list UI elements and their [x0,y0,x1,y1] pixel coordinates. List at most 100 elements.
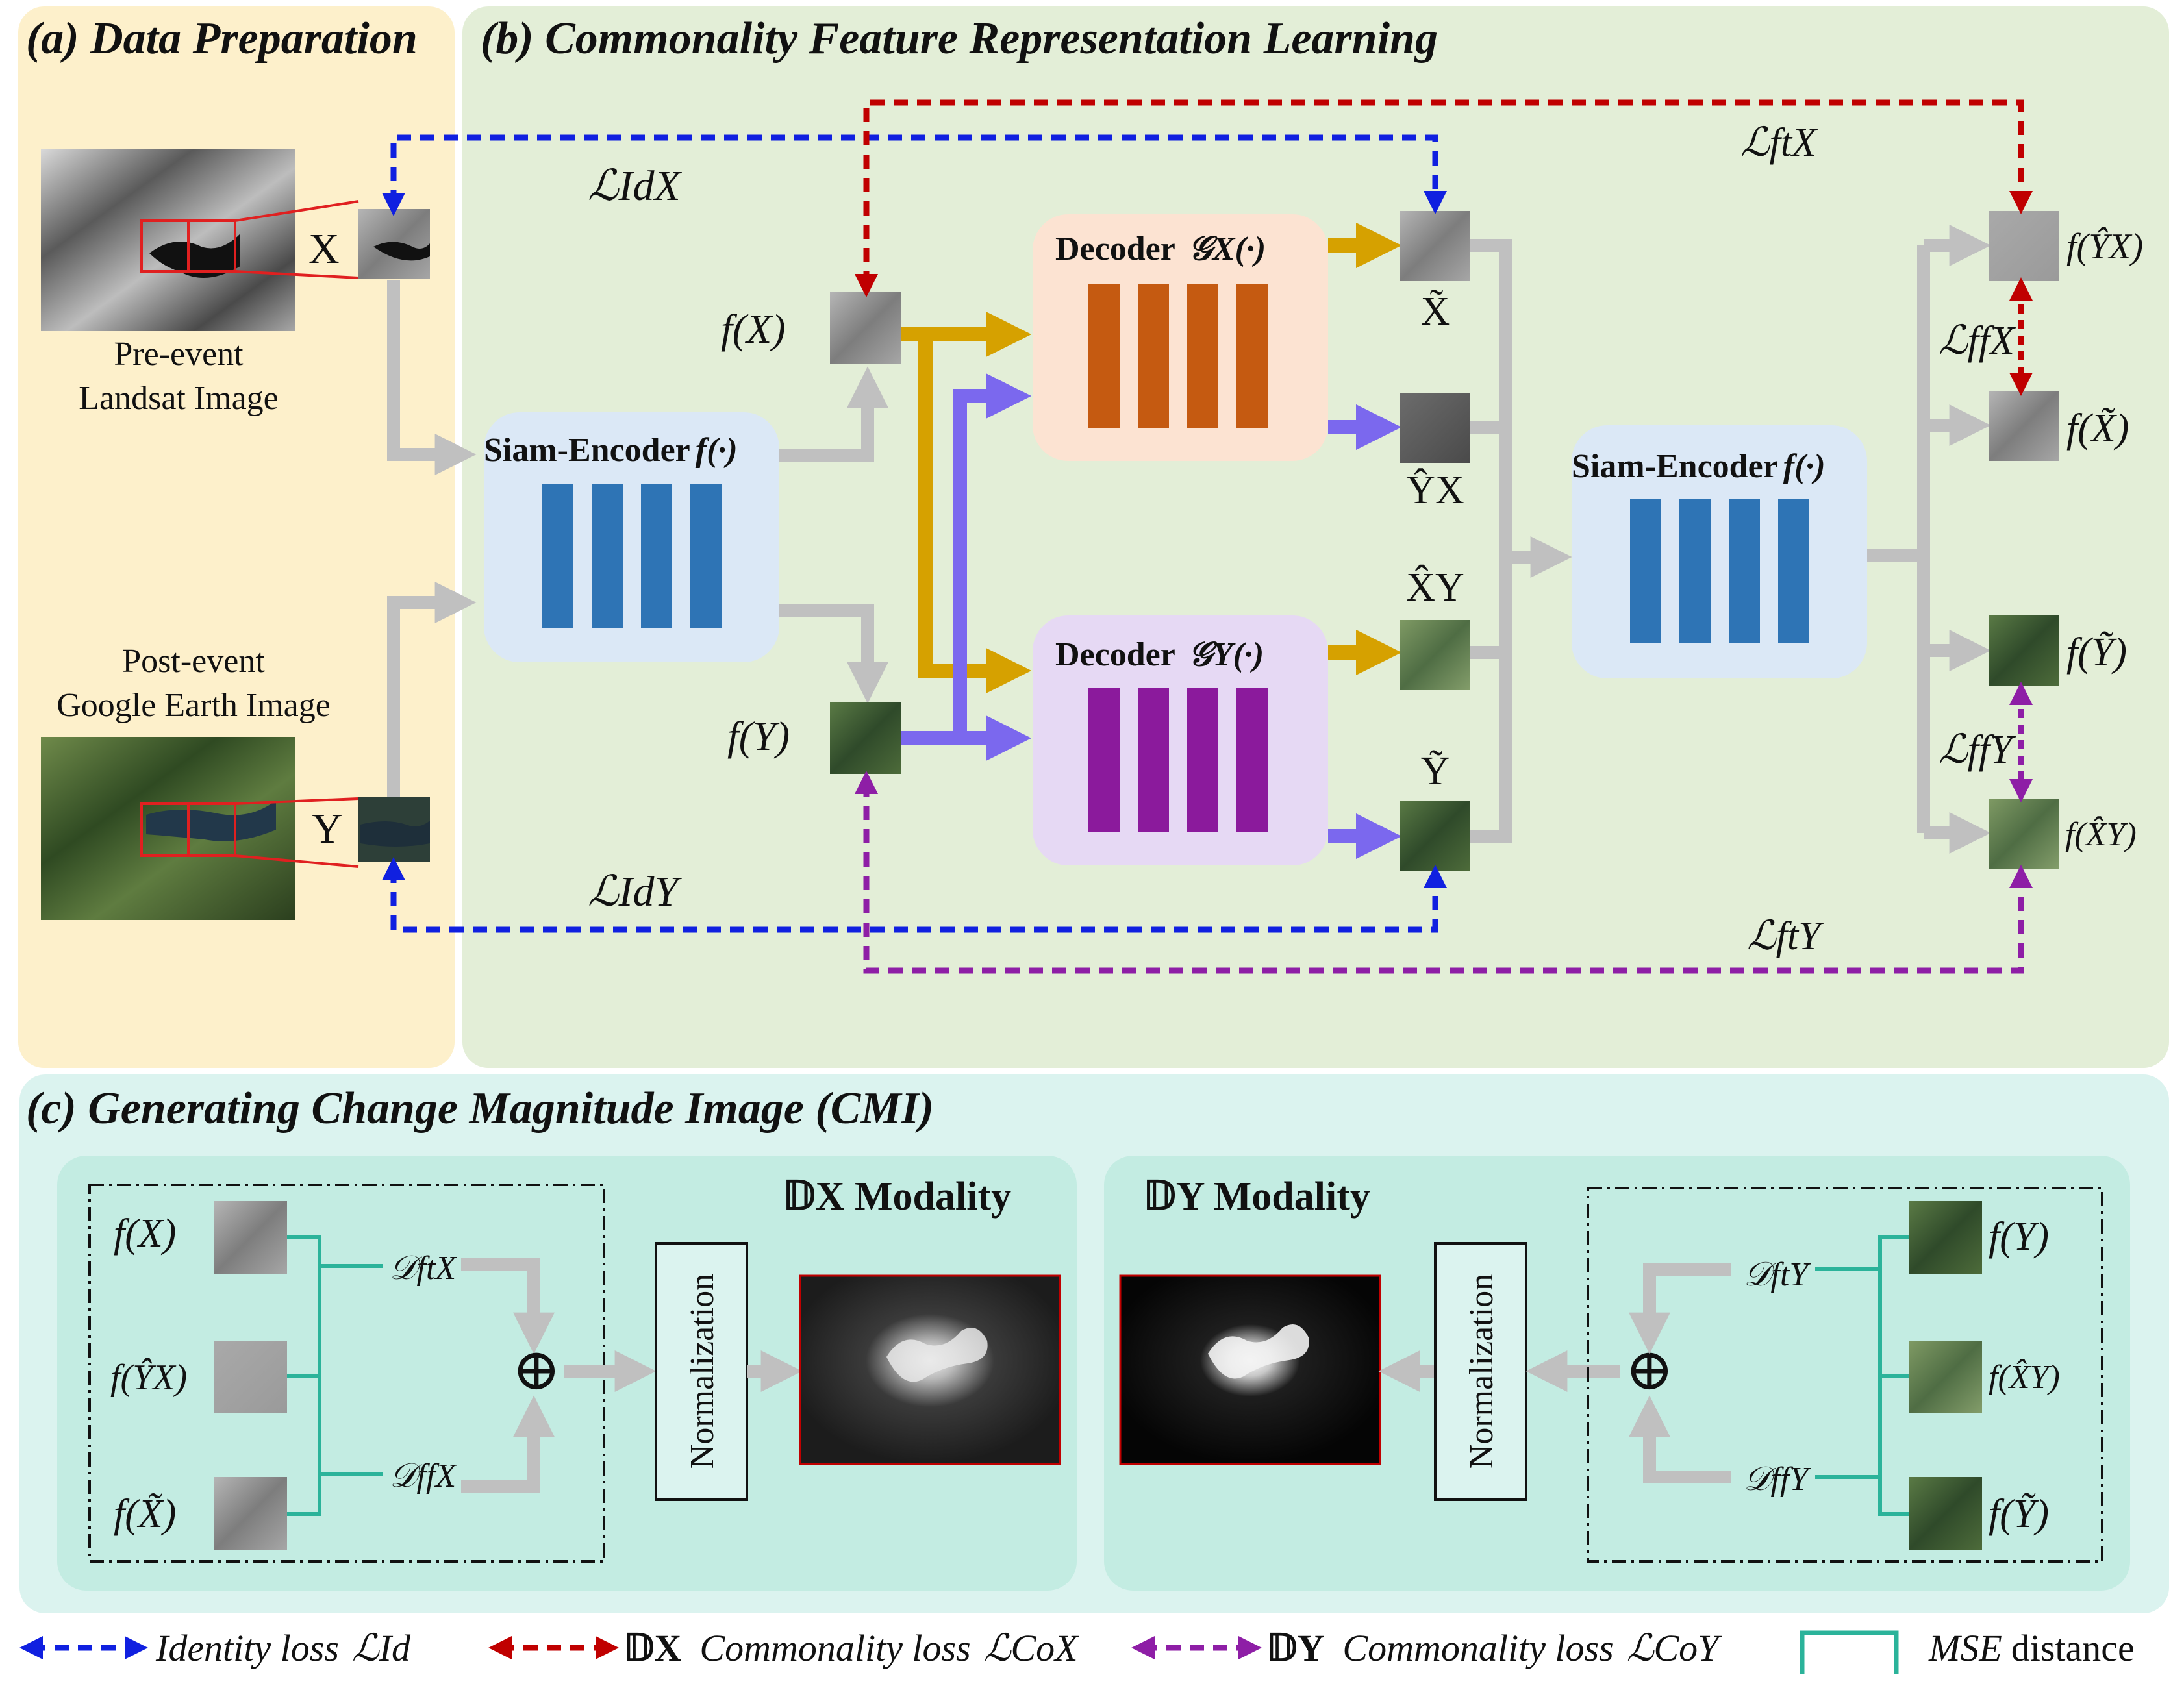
dy-f-ytilde-patch [1909,1477,1982,1550]
post-crop-lead-bottom [234,854,359,868]
x-tilde-label: X̃ [1421,290,1450,334]
legend-mse-bracket [1800,1630,1899,1674]
identity-loss-y-arrow [382,857,1447,933]
ff-loss-y-label: ℒffY [1939,728,2016,772]
f-xtilde-patch [1989,391,2059,461]
pre-event-landsat-image [41,149,295,331]
dx-mse-connectors [287,1235,383,1516]
commonality-loss-y-arrow [855,771,2033,974]
dx-fx-label: f(X) [114,1211,176,1256]
f-xhaty-patch [1989,799,2059,869]
dy-fy-label: f(Y) [1989,1215,2049,1259]
pre-event-crop-box-2 [187,219,236,273]
x-input-label: X [308,225,340,273]
dx-modality-title: 𝔻X Modality [783,1174,1011,1219]
identity-loss-x-label: ℒIdX [588,162,683,210]
decoder-y-bar-4 [1236,688,1268,832]
legend-mse-text: MSE distance [1928,1627,2135,1669]
pre-crop-lead-bottom [234,270,359,279]
post-event-label-2: Google Earth Image [56,687,331,724]
y-hat-x-patch [1400,393,1470,463]
y-tilde-patch [1400,801,1470,871]
decoder-y-bar-3 [1187,688,1218,832]
panel-c-title: (c) Generating Change Magnitude Image (C… [26,1084,934,1134]
arrow-fy-to-decoder-x [953,373,1032,738]
pre-event-label-2: Landsat Image [79,380,279,417]
f-yhatx-label: f(ŶX) [2066,227,2143,267]
right-encoder-fanout [1867,245,1930,833]
f-yhatx-patch [1989,211,2059,281]
right-encoder-bars [1630,499,1809,643]
decoder-x-bar-2 [1138,284,1169,428]
dy-mse-connectors [1815,1235,1909,1516]
commonality-loss-x-arrow [855,99,2033,297]
decoder-y-bar-2 [1138,688,1169,832]
decoder-y-label: Decoder 𝒢Y(·) [1055,636,1264,673]
y-tilde-label: Ỹ [1421,749,1450,793]
left-encoder-bar-1 [542,484,573,628]
left-encoder-bar-4 [690,484,722,628]
dx-f-yhatx-label: f(ŶX) [110,1358,187,1398]
dx-f-yhatx-patch [214,1341,287,1413]
dx-dft-label: 𝒟ftX [390,1250,457,1287]
decoder-x-bars [1088,284,1268,428]
right-encoder-bar-2 [1679,499,1711,643]
decoder-x-bar-1 [1088,284,1120,428]
dy-cmi-bright-region [1208,1324,1309,1379]
x-patch-dark-region [373,242,430,261]
dy-dff-label: 𝒟ffY [1744,1461,1811,1498]
dx-mse-bottom [287,1374,321,1516]
dx-normalization-label: Normalization [684,1274,721,1469]
f-ytilde-patch [1989,615,2059,686]
left-encoder-bars [542,484,722,628]
x-tilde-patch [1400,211,1470,281]
dx-fx-patch [214,1201,287,1274]
right-encoder-bar-3 [1729,499,1760,643]
left-encoder-bar-3 [641,484,672,628]
decoder-y-bar-1 [1088,688,1120,832]
legend-dx-text: 𝔻X Commonality loss ℒCoX [623,1627,1079,1669]
dx-f-xtilde-patch [214,1477,287,1550]
left-encoder-label: Siam-Encoder f(·) [484,432,738,469]
x-hat-y-patch [1400,620,1470,690]
arrow-y-to-encoder [387,581,477,797]
arrow-x-to-encoder [387,280,477,476]
dy-normalization-label: Normalization [1463,1274,1500,1469]
ge-lake-shape [146,801,276,841]
fy-feature-patch [830,702,901,774]
fy-label: f(Y) [727,713,790,759]
arrow-encoder-to-fx [779,366,889,462]
dy-dff-to-oplus [1628,1395,1731,1483]
right-encoder-label: Siam-Encoder f(·) [1572,448,1826,485]
decoder-x-label: Decoder 𝒢X(·) [1055,230,1266,267]
post-event-label-1: Post-event [122,643,265,680]
arrow-fx-to-decoder-y [918,334,1032,694]
f-ytilde-label: f(Ỹ) [2066,630,2127,675]
dy-f-xhaty-patch [1909,1341,1982,1413]
dx-dff-label: 𝒟ffX [390,1458,457,1495]
dx-oplus: ⊕ [512,1338,560,1402]
y-patch-water [360,821,430,847]
right-encoder-bar-4 [1778,499,1809,643]
right-encoder-bar-1 [1630,499,1661,643]
panel-a-title: (a) Data Preparation [26,14,418,64]
ff-loss-x-label: ℒffX [1939,319,2016,363]
dy-fy-patch [1909,1201,1982,1274]
fx-feature-patch [830,292,901,364]
arrow-encoder-to-fy [779,604,889,704]
identity-loss-x-arrow [382,134,1447,216]
dx-cmi-bright-region [886,1328,988,1382]
dx-normalization-box [655,1242,748,1501]
legend-dy-text: 𝔻Y Commonality loss ℒCoY [1266,1627,1722,1669]
fx-label: f(X) [721,306,786,352]
decoder-x-bar-3 [1187,284,1218,428]
pre-event-label-1: Pre-event [114,336,244,373]
legend-identity-text: Identity loss ℒId [155,1627,411,1669]
left-encoder-bar-2 [592,484,623,628]
y-input-label: Y [312,805,343,852]
dy-features-dashdot-box [1587,1187,2103,1563]
pre-crop-lead-top [234,200,359,222]
dy-normalization-box [1434,1242,1527,1501]
ft-loss-y-label: ℒftY [1747,914,1824,958]
